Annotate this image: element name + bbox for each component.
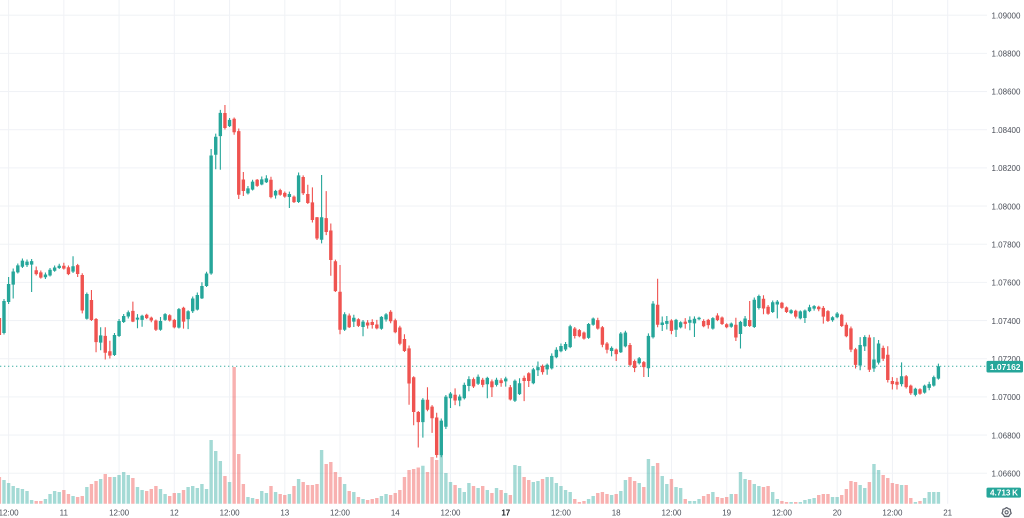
svg-text:12:00: 12:00: [661, 508, 682, 517]
svg-text:12:00: 12:00: [551, 508, 572, 517]
svg-text:1.08000: 1.08000: [992, 202, 1021, 211]
svg-text:11: 11: [60, 508, 69, 517]
svg-text:4.713 K: 4.713 K: [990, 489, 1018, 498]
svg-text:1.07600: 1.07600: [992, 279, 1021, 288]
svg-text:18: 18: [612, 508, 621, 517]
svg-text:1.08400: 1.08400: [992, 126, 1021, 135]
svg-text:12:00: 12:00: [109, 508, 130, 517]
svg-text:21: 21: [943, 508, 952, 517]
svg-text:1.07200: 1.07200: [992, 355, 1021, 364]
svg-text:1.08600: 1.08600: [992, 88, 1021, 97]
svg-text:1.07800: 1.07800: [992, 240, 1021, 249]
svg-text:12:00: 12:00: [220, 508, 241, 517]
svg-text:1.06600: 1.06600: [992, 469, 1021, 478]
svg-text:12:00: 12:00: [772, 508, 793, 517]
svg-text:1.07400: 1.07400: [992, 317, 1021, 326]
svg-text:19: 19: [722, 508, 731, 517]
svg-text:17: 17: [501, 508, 510, 517]
svg-text:1.07000: 1.07000: [992, 393, 1021, 402]
svg-text:12:00: 12:00: [882, 508, 903, 517]
svg-text:12: 12: [170, 508, 179, 517]
svg-text:14: 14: [391, 508, 400, 517]
svg-text:1.06800: 1.06800: [992, 431, 1021, 440]
svg-text:1.07162: 1.07162: [990, 362, 1021, 372]
svg-text:12:00: 12:00: [330, 508, 351, 517]
svg-text:1.08800: 1.08800: [992, 50, 1021, 59]
svg-text:12:00: 12:00: [440, 508, 461, 517]
svg-text:12:00: 12:00: [0, 508, 19, 517]
svg-text:1.09000: 1.09000: [992, 11, 1021, 20]
svg-text:13: 13: [280, 508, 289, 517]
svg-text:20: 20: [833, 508, 842, 517]
svg-text:1.08200: 1.08200: [992, 164, 1021, 173]
